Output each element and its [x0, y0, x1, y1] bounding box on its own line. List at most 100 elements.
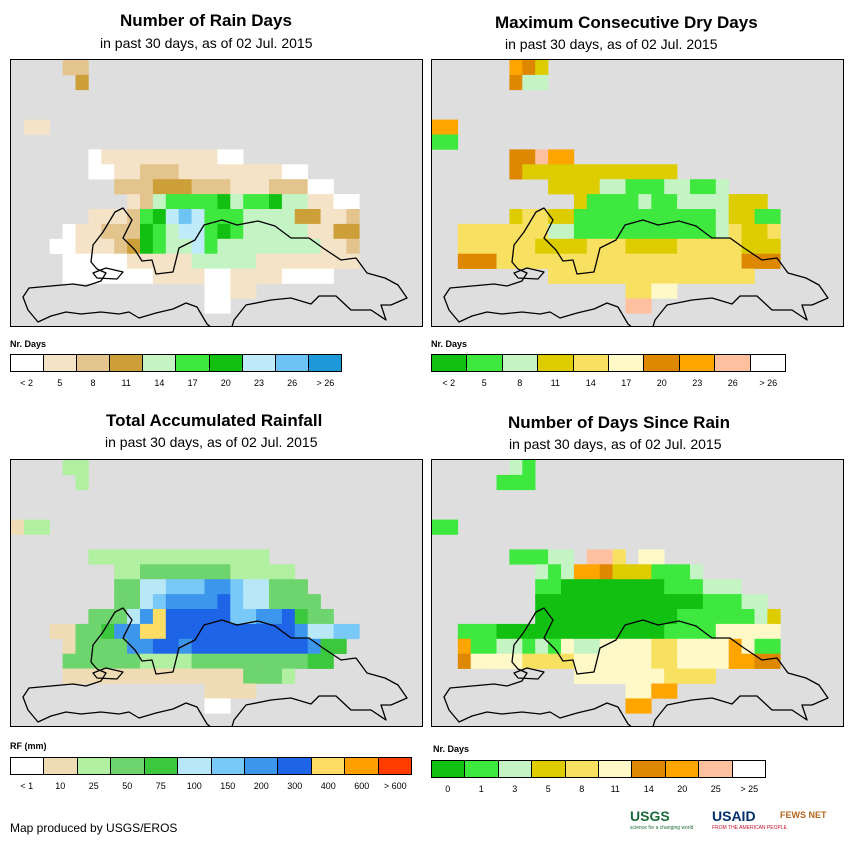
- grid-cell: [178, 179, 192, 195]
- grid-cell: [715, 638, 729, 654]
- legend-swatch: [211, 758, 245, 774]
- grid-cell: [243, 164, 257, 180]
- grid-cell: [715, 238, 729, 254]
- grid-cell: [178, 638, 192, 654]
- legend-label: 200: [253, 781, 269, 791]
- grid-cell: [114, 209, 128, 225]
- grid-cell: [217, 194, 231, 210]
- grid-cell: [535, 579, 549, 595]
- grid-cell: [509, 623, 523, 640]
- grid-cell: [114, 668, 128, 684]
- grid-cell: [509, 209, 523, 225]
- grid-cell: [281, 194, 296, 210]
- grid-cell: [191, 238, 205, 254]
- grid-cell: [715, 268, 729, 284]
- grid-cell: [152, 653, 167, 669]
- legend-swatch: [11, 758, 45, 774]
- grid-cell: [191, 594, 205, 610]
- legend-label: 50: [122, 781, 133, 791]
- grid-cell: [638, 564, 652, 580]
- panel-subtitle: in past 30 days, as of 02 Jul. 2015: [105, 434, 318, 450]
- grid-cell: [548, 209, 562, 225]
- grid-cell: [165, 209, 179, 225]
- legend-swatch: [111, 758, 145, 774]
- grid-cell: [101, 653, 115, 669]
- grid-cell: [599, 623, 613, 640]
- grid-cell: [178, 164, 192, 180]
- grid-cell: [243, 253, 257, 269]
- grid-cell: [140, 253, 154, 269]
- grid-cell: [664, 179, 678, 195]
- grid-cell: [217, 179, 231, 195]
- grid-cell: [165, 223, 179, 240]
- grid-cell: [470, 238, 484, 254]
- grid-cell: [346, 209, 360, 225]
- grid-cell: [728, 253, 742, 269]
- grid-cell: [522, 60, 536, 76]
- grid-cell: [483, 638, 497, 654]
- grid-cell: [548, 594, 562, 610]
- grid-cell: [599, 194, 613, 210]
- grid-cell: [702, 653, 717, 669]
- legend-title: RF (mm): [10, 741, 47, 751]
- grid-cell: [432, 134, 446, 150]
- grid-cell: [612, 194, 626, 210]
- legend-swatch: [665, 761, 700, 777]
- grid-cell: [269, 238, 283, 254]
- grid-cell: [561, 609, 575, 625]
- legend-label: > 600: [383, 781, 407, 791]
- grid-cell: [586, 594, 600, 610]
- grid-cell: [101, 623, 115, 640]
- grid-cell: [127, 594, 141, 610]
- grid-cell: [165, 668, 179, 684]
- grid-cell: [191, 268, 205, 284]
- grid-cell: [204, 683, 218, 699]
- grid-cell: [690, 223, 704, 240]
- grid-cell: [204, 238, 218, 254]
- grid-cell: [114, 564, 128, 580]
- grid-cell: [140, 609, 154, 625]
- grid-cell: [522, 164, 536, 180]
- grid-cell: [702, 623, 717, 640]
- map-dry-days: [431, 59, 844, 327]
- grid-cell: [49, 623, 63, 640]
- grid-cell: [586, 179, 600, 195]
- grid-cell: [625, 223, 639, 240]
- grid-cell: [114, 609, 128, 625]
- grid-cell: [333, 623, 347, 640]
- grid-cell: [586, 253, 600, 269]
- grid-cell: [702, 238, 717, 254]
- grid-cell: [728, 594, 742, 610]
- grid-cell: [178, 594, 192, 610]
- grid-cell: [586, 238, 600, 254]
- grid-cell: [346, 623, 360, 640]
- grid-cell: [127, 223, 141, 240]
- grid-cell: [625, 164, 639, 180]
- grid-cell: [690, 579, 704, 595]
- grid-cell: [664, 683, 678, 699]
- legend-swatch: [498, 761, 533, 777]
- usaid-logo: USAID: [712, 808, 756, 824]
- map-grid: [22, 60, 408, 326]
- grid-cell: [62, 60, 76, 76]
- logo-strip: USGS science for a changing world USAID …: [630, 806, 845, 836]
- grid-cell: [281, 623, 296, 640]
- grid-cell: [599, 564, 613, 580]
- grid-cell: [677, 209, 691, 225]
- grid-cell: [561, 579, 575, 595]
- grid-cell: [664, 194, 678, 210]
- grid-cell: [561, 653, 575, 669]
- grid-cell: [509, 223, 523, 240]
- grid-cell: [62, 268, 76, 284]
- grid-cell: [767, 638, 781, 654]
- grid-cell: [651, 638, 665, 654]
- grid-cell: [651, 549, 665, 565]
- grid-cell: [625, 638, 639, 654]
- panel-title: Maximum Consecutive Dry Days: [495, 13, 758, 32]
- legend-label: 150: [220, 781, 236, 791]
- grid-cell: [573, 564, 588, 580]
- grid-cell: [243, 594, 257, 610]
- grid-cell: [204, 164, 218, 180]
- grid-cell: [191, 638, 205, 654]
- grid-cell: [75, 623, 89, 640]
